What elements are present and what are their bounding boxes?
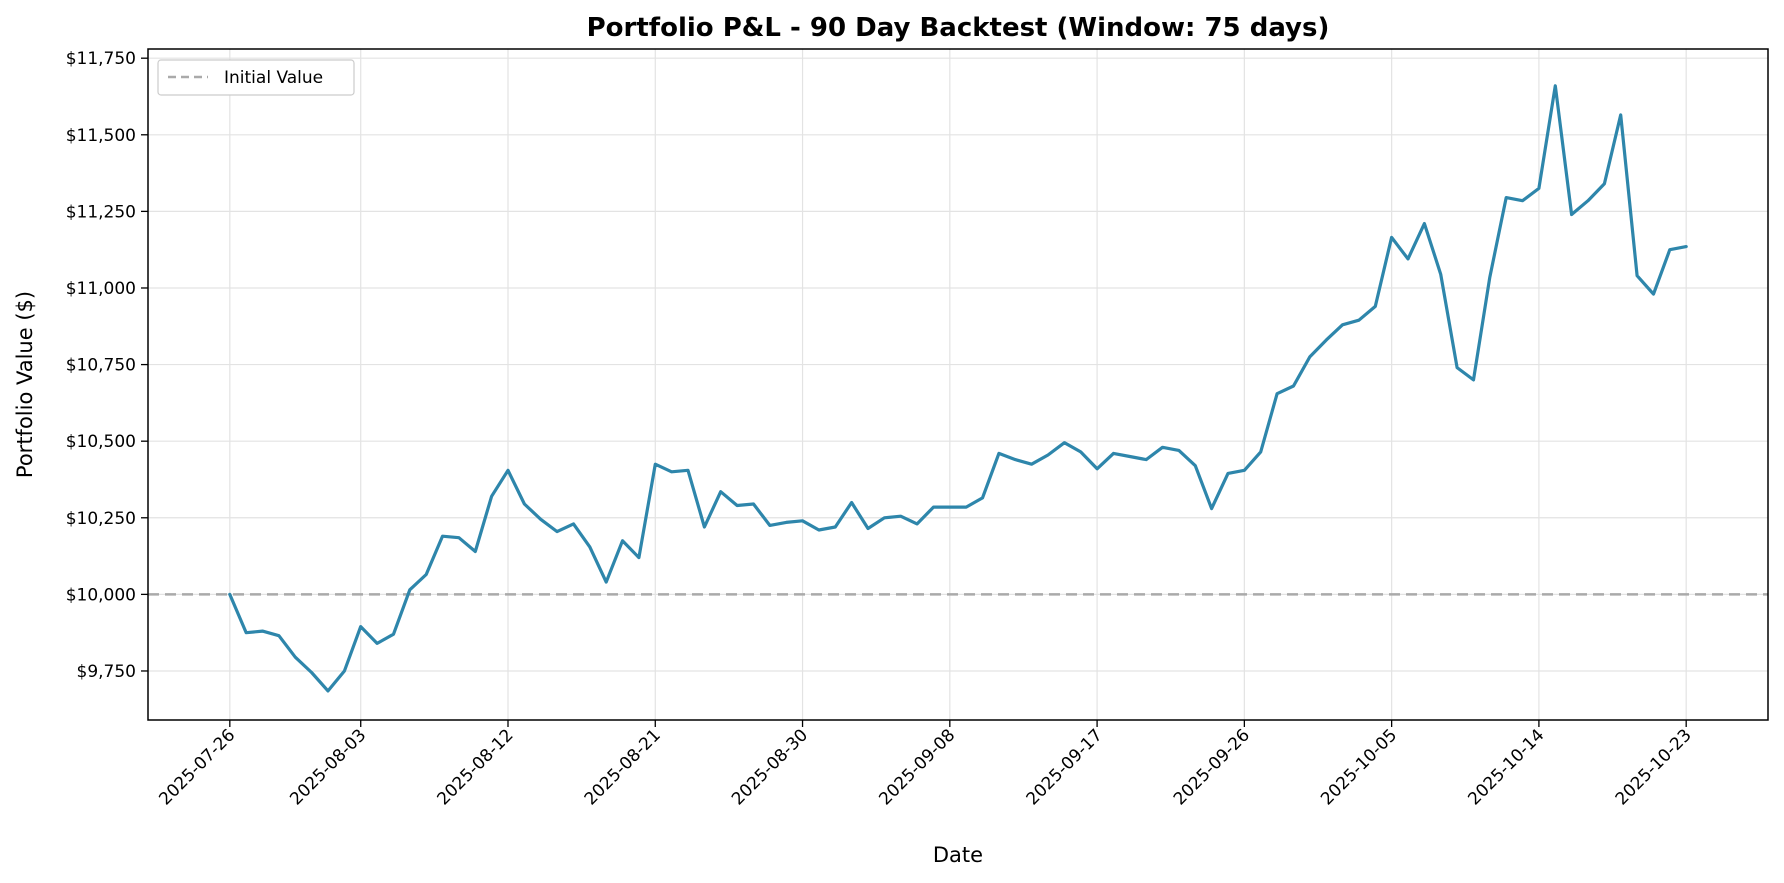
y-axis-label: Portfolio Value ($)	[13, 291, 37, 478]
y-tick-label: $9,750	[77, 662, 136, 682]
legend: Initial Value	[157, 59, 355, 96]
chart-title: Portfolio P&L - 90 Day Backtest (Window:…	[587, 13, 1330, 43]
legend-label: Initial Value	[224, 68, 323, 88]
y-tick-label: $11,750	[66, 49, 136, 69]
grid-lines	[148, 49, 1768, 720]
y-tick-label: $10,750	[66, 356, 136, 376]
y-tick-label: $10,500	[66, 432, 136, 452]
plot-area	[147, 48, 1769, 721]
series-line	[228, 84, 1688, 693]
y-tick-label: $11,500	[66, 126, 136, 146]
y-tick-label: $11,250	[66, 202, 136, 222]
y-axis: $9,750 $10,000 $10,250 $10,500 $10,750 $11,00…	[66, 49, 148, 682]
x-axis-label: Date	[933, 843, 983, 867]
y-tick-label: $10,000	[66, 585, 136, 605]
y-tick-label: $10,250	[66, 509, 136, 529]
legend-box	[157, 59, 355, 96]
y-tick-label: $11,000	[66, 279, 136, 299]
